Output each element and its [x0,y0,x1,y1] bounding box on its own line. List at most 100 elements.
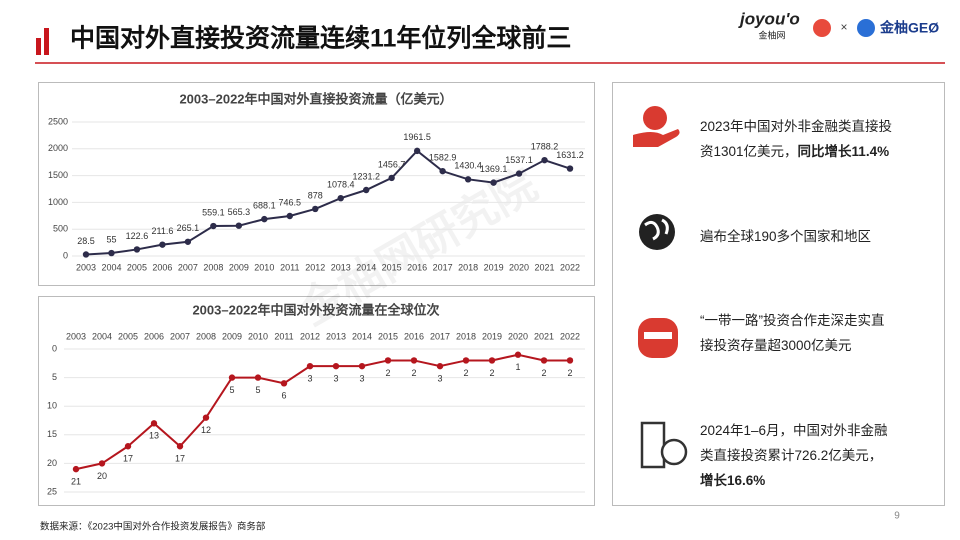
point [228,374,236,381]
x-tick-label: 2020 [509,262,529,272]
point [235,222,243,229]
item: 2023年中国对外非金融类直接投资1301亿美元，同比增长11.4% [700,114,900,164]
point [515,170,523,177]
x-tick-label: 2014 [352,331,372,341]
x-tick-label: 2020 [508,331,528,341]
data-label: 1961.5 [403,132,431,142]
header-bar [44,28,49,55]
data-label: 2 [489,368,494,378]
x-tick-label: 2012 [300,331,320,341]
data-label: 1582.9 [429,153,457,163]
point [286,212,293,220]
x-tick-label: 2009 [222,331,242,341]
point [280,380,288,387]
x-tick-label: 2022 [560,262,580,272]
data-label: 3 [437,374,442,384]
x-tick-label: 2019 [484,262,504,272]
point [439,167,446,175]
data-label: 1631.2 [556,150,584,160]
x-tick-label: 2018 [458,262,478,272]
point [72,465,80,473]
point [108,249,115,257]
x-tick-label: 2011 [274,331,293,341]
x-tick-label: 2014 [356,262,376,272]
data-label: 1078.4 [327,180,355,190]
data-label: 12 [201,425,211,435]
point [98,460,106,467]
y-tick-label: 1500 [48,170,68,180]
point [133,246,141,253]
icon [633,106,688,469]
point [388,174,395,182]
data-label: 2 [463,368,468,378]
data-label: 17 [123,454,133,464]
point [184,238,192,245]
page-number: 9 [894,511,900,522]
header-bar [36,38,41,55]
data-label: 21 [71,476,81,486]
x-tick-label: 2007 [178,262,198,272]
point [566,165,574,172]
point [488,357,496,364]
data-label: 1456.7 [378,159,406,169]
x-tick-label: 2012 [305,262,325,272]
logo-text: × [840,20,847,34]
data-label: 1430.4 [454,161,482,171]
x-tick-label: 2015 [382,262,402,272]
point [363,186,370,194]
icon-hand [633,129,680,147]
data-label: 1788.2 [531,142,559,152]
data-label: 2 [567,368,572,378]
data-label: 122.6 [126,231,149,241]
icon-globe-land [644,218,669,241]
point [82,251,90,258]
item-text: 2024年1–6月，中国对外非金融类直接投资累计726.2亿美元， [700,423,888,463]
y-tick-label: 2000 [48,143,68,153]
panel-frame [612,82,945,506]
y-tick-label: 0 [63,250,68,260]
icon-coin [660,438,688,466]
point [150,420,158,427]
point [261,215,268,223]
y-tick-label: 15 [47,429,57,439]
logo-icon [857,19,875,37]
x-tick-label: 2008 [203,262,223,272]
x-tick-label: 2015 [378,331,398,341]
y-tick-label: 10 [47,401,57,411]
data-label: 5 [229,385,234,395]
data-label: 17 [175,454,185,464]
data-label: 2 [385,368,390,378]
icon-glasses [644,332,672,339]
x-tick-label: 2006 [152,262,172,272]
icon-doc [640,421,666,469]
point [413,147,421,155]
x-tick-label: 2019 [482,331,502,341]
data-label: 55 [106,234,116,244]
x-tick-label: 2003 [76,262,96,272]
data-label: 20 [97,471,107,481]
x-tick-label: 2021 [535,262,555,272]
point [124,443,132,450]
y-tick-label: 20 [47,458,57,468]
x-tick-label: 2018 [456,331,476,341]
chart-title: 2003–2022年中国对外投资流量在全球位次 [192,302,439,317]
y-tick-label: 0 [52,343,57,353]
point [410,357,418,364]
point [312,205,319,213]
x-tick-label: 2016 [407,262,427,272]
point [436,362,444,370]
data-label: 1 [515,362,520,372]
x-tick-label: 2017 [433,262,453,272]
chart-frame [38,296,595,506]
point [490,179,497,186]
x-tick-label: 2008 [196,331,216,341]
data-label: 6 [281,391,286,401]
data-label: 878 [308,190,323,200]
icon-coin [643,106,667,130]
item-bold: 同比增长11.4% [797,144,890,159]
y-tick-label: 25 [47,486,57,496]
y-tick-label: 2500 [48,116,68,126]
item-text: “一带一路”投资合作走深走实直接投资存量超3000亿美元 [700,313,885,353]
x-tick-label: 2017 [430,331,450,341]
x-tick-label: 2004 [101,262,121,272]
